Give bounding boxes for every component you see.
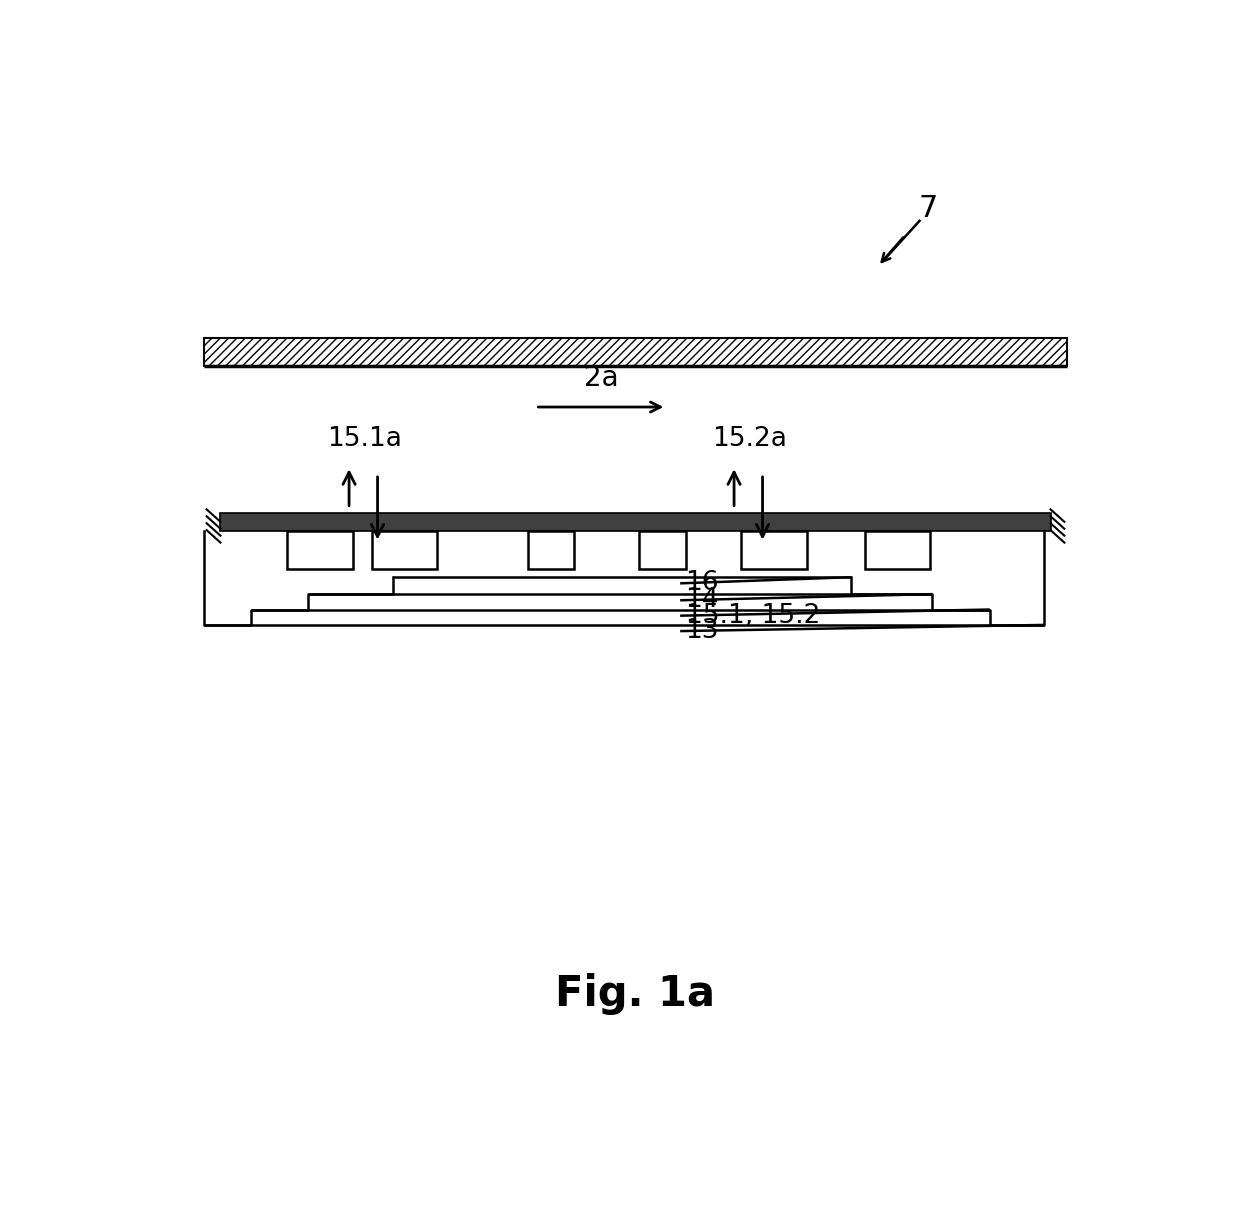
Bar [528,531,574,570]
Text: 15.2a: 15.2a [712,427,787,453]
Text: 2a: 2a [584,363,619,391]
Text: Fig. 1a: Fig. 1a [556,972,715,1015]
Bar [205,338,1066,366]
Bar [219,512,1052,531]
Text: 16: 16 [686,570,719,597]
Text: 13: 13 [686,618,719,645]
Text: 7: 7 [919,194,937,223]
Text: 14: 14 [686,587,719,613]
Bar [864,531,930,570]
Bar [640,531,686,570]
Text: 15.1a: 15.1a [327,427,402,453]
Text: 15.1, 15.2: 15.1, 15.2 [686,603,820,629]
Bar [288,531,352,570]
Bar [372,531,438,570]
Bar [742,531,807,570]
